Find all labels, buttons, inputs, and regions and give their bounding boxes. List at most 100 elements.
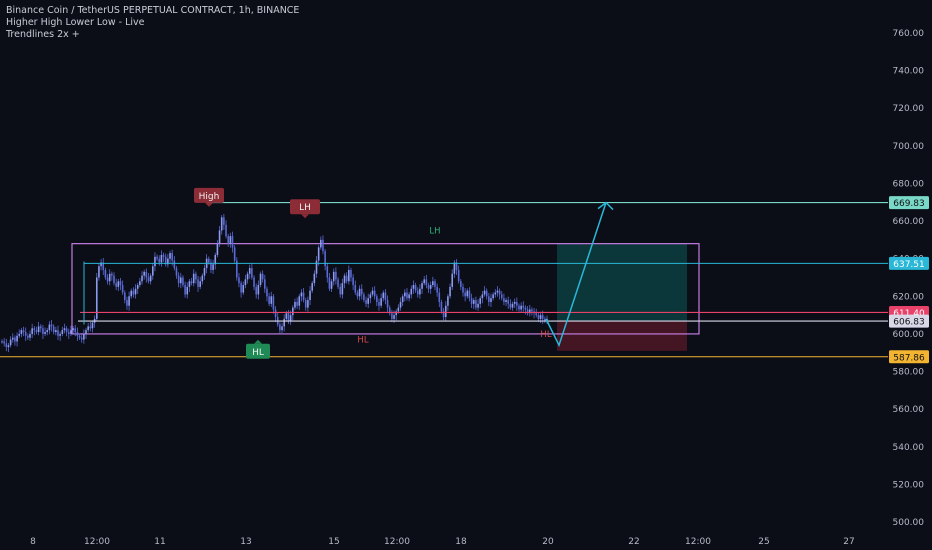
candle bbox=[507, 300, 510, 304]
candle bbox=[113, 275, 115, 284]
candle bbox=[274, 309, 277, 317]
candle bbox=[27, 335, 29, 338]
time-tick: 8 bbox=[30, 537, 36, 547]
high-label: High bbox=[199, 192, 220, 202]
candle bbox=[341, 283, 344, 295]
candle bbox=[156, 256, 158, 259]
candle bbox=[326, 266, 329, 278]
candle bbox=[255, 286, 257, 295]
price-tick: 740.00 bbox=[893, 67, 925, 77]
candle bbox=[311, 283, 313, 291]
candle bbox=[386, 300, 389, 308]
time-tick: 12:00 bbox=[685, 537, 711, 547]
candle bbox=[11, 337, 14, 340]
candle bbox=[350, 269, 352, 278]
candle bbox=[440, 301, 443, 312]
candle bbox=[511, 303, 514, 308]
candle bbox=[141, 275, 143, 282]
price-axis[interactable]: 500.00 520.00 540.00 560.00 580.00 600.00 620.… bbox=[889, 29, 929, 528]
candle bbox=[335, 271, 337, 280]
candle bbox=[72, 328, 74, 331]
time-tick: 15 bbox=[328, 537, 339, 547]
target-level-badge-label: 669.83 bbox=[893, 199, 925, 209]
candle bbox=[472, 300, 475, 304]
candle bbox=[457, 269, 460, 282]
candle bbox=[151, 266, 154, 276]
candle bbox=[29, 333, 31, 338]
candle bbox=[395, 311, 398, 316]
candle bbox=[498, 290, 501, 295]
indicator-hhll[interactable]: Higher High Lower Low - Live bbox=[6, 17, 145, 28]
candle bbox=[339, 286, 342, 295]
support-level-badge-label: 587.86 bbox=[893, 353, 925, 363]
time-tick: 11 bbox=[154, 537, 165, 547]
candle bbox=[199, 281, 201, 287]
candle bbox=[149, 275, 152, 282]
candle bbox=[59, 333, 61, 336]
candle bbox=[352, 277, 354, 286]
candle bbox=[76, 332, 79, 336]
candle bbox=[354, 285, 357, 293]
candle bbox=[304, 300, 307, 308]
candle bbox=[388, 307, 391, 314]
candle bbox=[270, 296, 273, 304]
candle bbox=[528, 309, 531, 314]
candle bbox=[220, 217, 223, 231]
candle bbox=[266, 288, 268, 297]
candle bbox=[104, 269, 107, 278]
candle bbox=[52, 326, 55, 333]
candle bbox=[89, 326, 92, 329]
candle bbox=[126, 300, 128, 306]
candle bbox=[485, 290, 488, 297]
candle bbox=[46, 330, 49, 333]
candle bbox=[242, 285, 245, 293]
candle bbox=[210, 262, 212, 270]
candle bbox=[223, 217, 225, 225]
candle bbox=[307, 300, 309, 308]
candle bbox=[281, 326, 283, 331]
candle bbox=[479, 298, 482, 304]
candle bbox=[462, 286, 464, 293]
candle bbox=[412, 285, 415, 289]
price-tick: 520.00 bbox=[893, 480, 925, 490]
candle bbox=[18, 333, 21, 336]
candle bbox=[526, 309, 529, 314]
candle bbox=[177, 275, 180, 284]
candle bbox=[248, 268, 251, 274]
candle bbox=[192, 273, 195, 284]
candle bbox=[427, 285, 430, 289]
candle bbox=[35, 330, 38, 333]
hl-label-1-box bbox=[246, 343, 270, 359]
candle bbox=[466, 290, 469, 297]
time-axis[interactable]: 8 12:00 11 13 15 12:00 18 20 22 12:00 25 27 bbox=[30, 537, 855, 547]
candle bbox=[203, 268, 206, 276]
candle bbox=[330, 281, 333, 289]
candle bbox=[513, 301, 516, 304]
candle bbox=[432, 281, 434, 286]
candle bbox=[421, 283, 423, 289]
candle bbox=[524, 307, 527, 310]
candle bbox=[490, 298, 492, 302]
indicator-trendlines[interactable]: Trendlines 2x + bbox=[6, 29, 80, 40]
candle bbox=[65, 328, 68, 333]
price-tick: 580.00 bbox=[893, 368, 925, 378]
candle bbox=[233, 247, 236, 261]
candle bbox=[145, 271, 148, 278]
candle bbox=[182, 277, 184, 286]
candle bbox=[309, 290, 311, 301]
target-zone bbox=[557, 243, 687, 322]
candle bbox=[85, 330, 87, 334]
candle bbox=[328, 277, 331, 289]
candle bbox=[169, 253, 171, 259]
symbol-title[interactable]: Binance Coin / TetherUS PERPETUAL CONTRA… bbox=[6, 5, 300, 16]
candle bbox=[246, 273, 249, 280]
candle bbox=[91, 322, 94, 329]
pivot-labels-layer: High LH LH HL HL HL bbox=[194, 187, 552, 359]
candle bbox=[343, 275, 346, 284]
candle bbox=[360, 288, 363, 295]
candle bbox=[292, 307, 294, 316]
candle bbox=[348, 269, 350, 282]
stop-zone bbox=[557, 321, 687, 351]
candle bbox=[397, 307, 400, 312]
